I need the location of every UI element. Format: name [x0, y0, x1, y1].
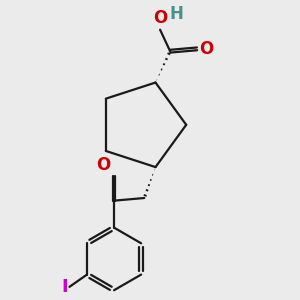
Text: O: O	[199, 40, 214, 58]
Text: H: H	[169, 5, 183, 23]
Text: I: I	[61, 278, 68, 296]
Text: O: O	[153, 9, 167, 27]
Text: O: O	[96, 156, 110, 174]
